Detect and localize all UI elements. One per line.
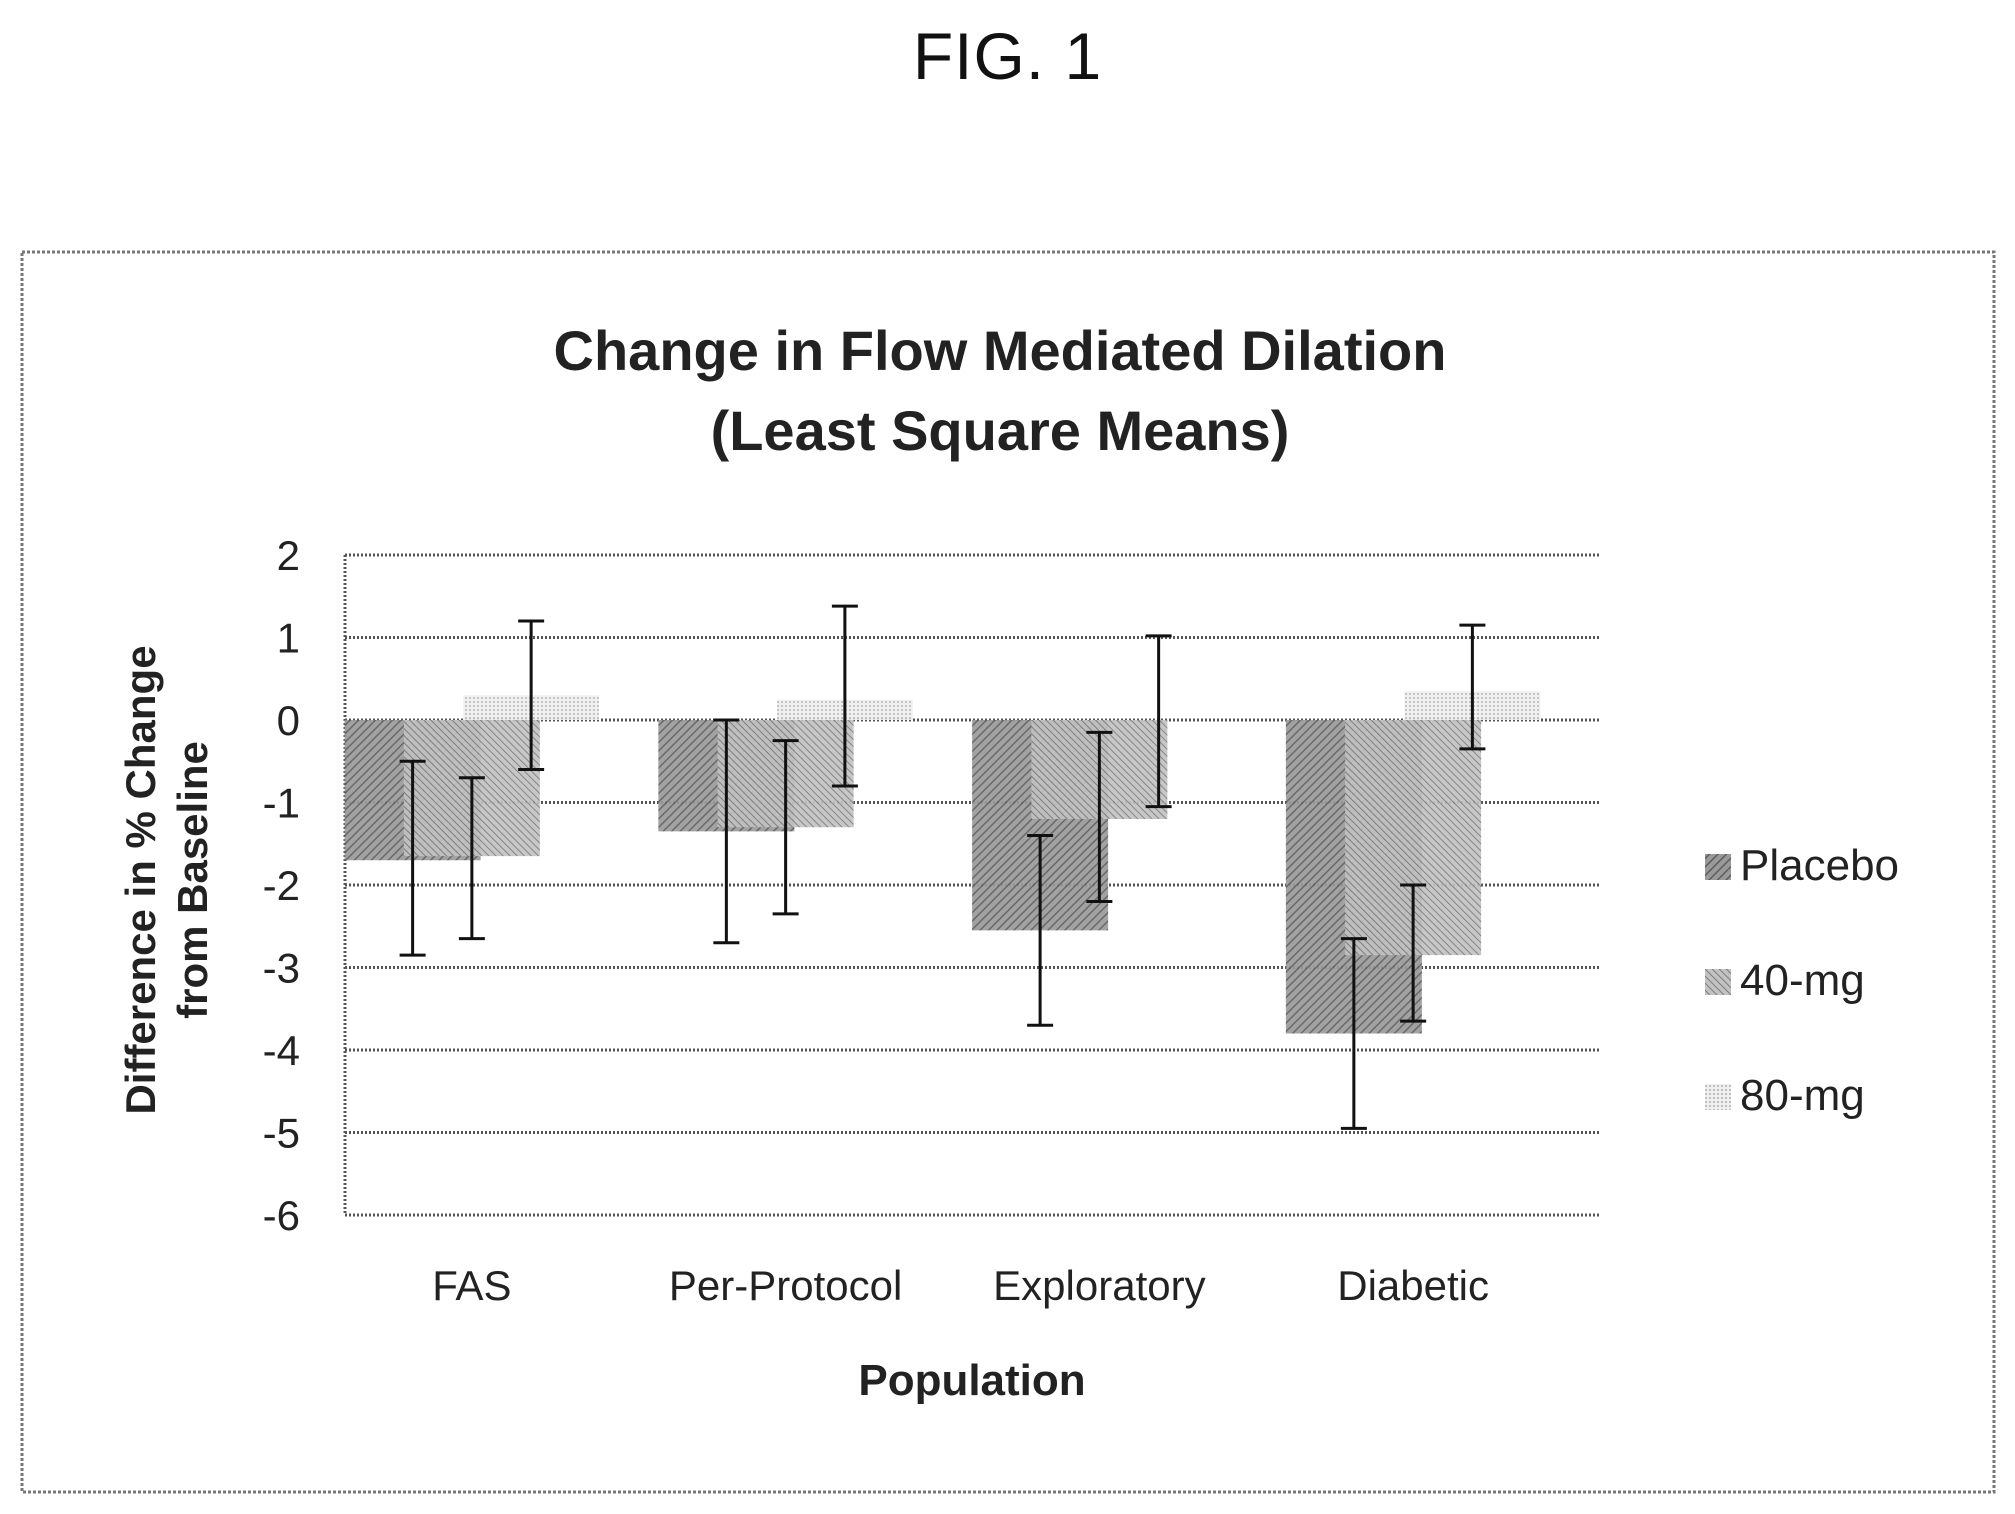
y-tick-labels: 2 1 0 -1 -2 -3 -4 -5 -6 xyxy=(263,532,300,1239)
y-axis-label-line-2: from Baseline xyxy=(169,741,216,1019)
error-bar xyxy=(399,759,426,957)
y-tick-label: -2 xyxy=(263,862,300,909)
legend-swatch xyxy=(1705,1084,1731,1110)
legend-label: Placebo xyxy=(1740,841,1899,890)
legend: Placebo 40-mg 80-mg xyxy=(1705,841,1899,1120)
error-bar xyxy=(831,604,858,788)
error-bar xyxy=(772,739,799,916)
legend-label: 80-mg xyxy=(1740,1071,1865,1120)
x-tick-label: Per-Protocol xyxy=(669,1262,902,1309)
error-bar xyxy=(1086,730,1113,903)
error-bar xyxy=(1027,834,1054,1027)
y-tick-label: -3 xyxy=(263,945,300,992)
error-bar xyxy=(713,718,740,945)
y-tick-label: 2 xyxy=(277,532,300,579)
y-tick-label: -6 xyxy=(263,1192,300,1239)
error-bars xyxy=(399,604,1486,1130)
y-axis-label: Difference in % Change from Baseline xyxy=(117,645,216,1114)
y-tick-label: 1 xyxy=(277,615,300,662)
y-tick-label: 0 xyxy=(277,697,300,744)
legend-swatch xyxy=(1705,854,1731,880)
chart-subtitle: (Least Square Means) xyxy=(711,399,1290,462)
error-bar xyxy=(1459,623,1486,751)
x-tick-labels: FAS Per-Protocol Exploratory Diabetic xyxy=(432,1262,1489,1309)
error-bar xyxy=(458,776,485,941)
error-bar xyxy=(1400,883,1427,1023)
error-bar xyxy=(1145,634,1172,809)
error-bar xyxy=(518,619,545,771)
error-bar xyxy=(1340,937,1367,1130)
y-tick-label: -1 xyxy=(263,780,300,827)
y-tick-label: -5 xyxy=(263,1110,300,1157)
legend-swatch xyxy=(1705,969,1731,995)
x-tick-label: Exploratory xyxy=(993,1262,1205,1309)
x-tick-label: FAS xyxy=(432,1262,511,1309)
legend-label: 40-mg xyxy=(1740,956,1865,1005)
x-tick-label: Diabetic xyxy=(1337,1262,1489,1309)
chart-title: Change in Flow Mediated Dilation xyxy=(554,319,1447,382)
y-tick-label: -4 xyxy=(263,1027,300,1074)
x-axis-label: Population xyxy=(858,1356,1085,1405)
y-axis-label-line-1: Difference in % Change xyxy=(117,645,164,1114)
figure-label: FIG. 1 xyxy=(912,19,1103,93)
